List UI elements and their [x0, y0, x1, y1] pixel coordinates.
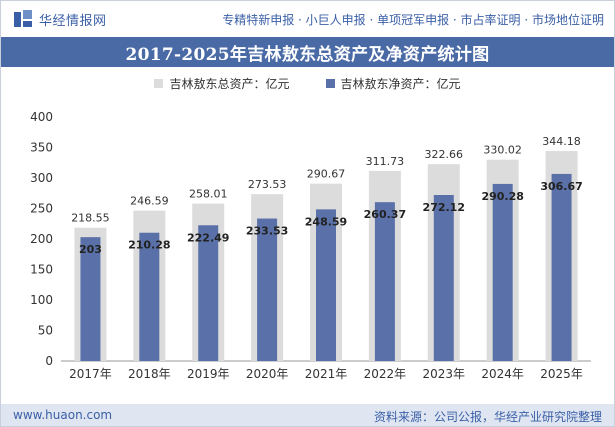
- logo-icon: [14, 10, 32, 27]
- bar-net: [139, 232, 160, 361]
- logo-text: 华经情报网: [39, 13, 107, 29]
- data-label-net: 272.12: [423, 201, 465, 214]
- bar-net: [316, 209, 336, 361]
- x-tick-label: 2025年: [540, 367, 583, 381]
- legend-label-total: 吉林敖东总资产：亿元: [169, 76, 290, 91]
- y-tick-label: 400: [30, 110, 53, 124]
- data-label-net: 290.28: [481, 190, 523, 203]
- data-label-net: 222.49: [187, 231, 229, 244]
- service-tags: 专精特新申报 · 小巨人申报 · 单项冠军申报 · 市占率证明 · 市场地位证明: [222, 13, 604, 27]
- legend-swatch-net: [325, 78, 335, 88]
- legend-swatch-total: [154, 78, 164, 88]
- data-label-total: 258.01: [189, 188, 228, 201]
- x-tick-label: 2024年: [481, 367, 524, 381]
- data-label-total: 311.73: [366, 155, 405, 168]
- x-tick-label: 2020年: [246, 367, 289, 381]
- bar-net: [374, 202, 395, 361]
- data-label-total: 290.67: [307, 168, 346, 181]
- bar-net: [198, 225, 219, 361]
- chart-legend: 吉林敖东总资产：亿元 吉林敖东净资产：亿元: [1, 73, 614, 93]
- y-tick-label: 300: [30, 171, 53, 185]
- data-label-net: 260.37: [364, 208, 406, 221]
- bar-net: [80, 237, 101, 361]
- bar-net: [433, 195, 454, 361]
- data-label-total: 322.66: [425, 148, 464, 161]
- data-label-total: 218.55: [71, 212, 110, 225]
- bar-chart: 0 50 100 150 200 250 300 350 400 218.55 203 2017年 24…: [30, 110, 591, 381]
- legend-label-net: 吉林敖东净资产：亿元: [340, 76, 461, 91]
- x-tick-label: 2017年: [69, 367, 112, 381]
- data-label-total: 344.18: [542, 135, 581, 148]
- x-tick-label: 2023年: [423, 367, 466, 381]
- footer-url[interactable]: www.huaon.com: [13, 408, 113, 422]
- data-label-net: 203: [79, 243, 102, 256]
- y-tick-label: 350: [30, 141, 53, 155]
- brand-logo[interactable]: 华经情报网: [13, 9, 107, 29]
- y-tick-label: 100: [30, 293, 53, 307]
- data-label-net: 248.59: [305, 215, 347, 228]
- legend-item-net: 吉林敖东净资产：亿元: [325, 75, 461, 92]
- y-tick-label: 150: [30, 263, 53, 277]
- data-label-total: 330.02: [483, 144, 522, 157]
- top-bar: 华经情报网 专精特新申报 · 小巨人申报 · 单项冠军申报 · 市占率证明 · …: [1, 1, 614, 37]
- bar-net: [492, 183, 513, 361]
- legend-item-total: 吉林敖东总资产：亿元: [154, 75, 290, 92]
- x-tick-label: 2021年: [305, 367, 348, 381]
- x-tick-label: 2022年: [364, 367, 407, 381]
- data-label-net: 210.28: [128, 239, 170, 252]
- data-label-net: 306.67: [540, 180, 582, 193]
- y-tick-label: 50: [38, 324, 53, 338]
- x-tick-label: 2018年: [128, 367, 171, 381]
- footer-bar: www.huaon.com 资料来源：公司公报，华经产业研究院整理: [1, 404, 614, 426]
- data-label-total: 273.53: [248, 178, 287, 191]
- data-label-net: 233.53: [246, 225, 288, 238]
- x-tick-label: 2019年: [187, 367, 230, 381]
- data-label-total: 246.59: [130, 195, 169, 208]
- title-bar: 2017-2025年吉林敖东总资产及净资产统计图: [1, 37, 614, 67]
- y-tick-label: 200: [30, 232, 53, 246]
- y-tick-label: 0: [45, 354, 53, 368]
- chart-title: 2017-2025年吉林敖东总资产及净资产统计图: [125, 44, 490, 65]
- footer-source: 资料来源：公司公报，华经产业研究院整理: [373, 410, 602, 424]
- y-tick-label: 250: [30, 202, 53, 216]
- bar-net: [551, 173, 572, 361]
- bar-net: [257, 218, 278, 361]
